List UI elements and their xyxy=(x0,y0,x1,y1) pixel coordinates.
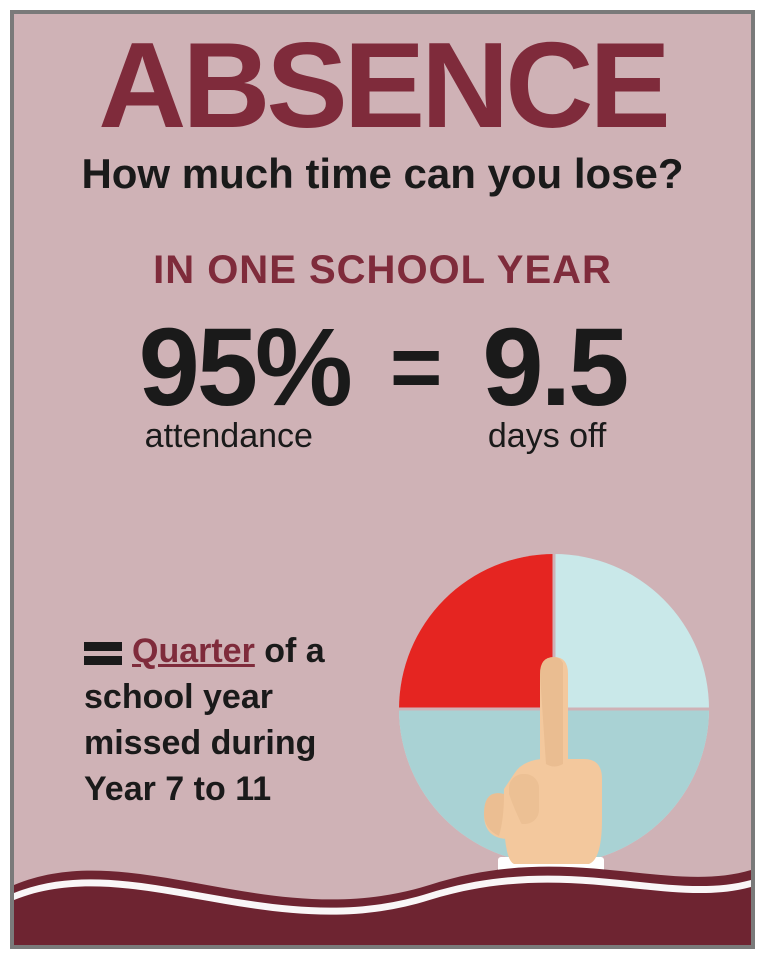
title: ABSENCE xyxy=(14,24,751,146)
stat-attendance: 95% attendance xyxy=(139,313,350,456)
stat-days-off: 9.5 days off xyxy=(482,313,626,456)
stat-days-label: days off xyxy=(482,417,626,456)
poster: ABSENCE How much time can you lose? IN O… xyxy=(10,10,755,949)
equals-sign: = xyxy=(390,323,443,413)
quarter-text: Quarter of a school year missed during Y… xyxy=(84,629,364,813)
equals-icon xyxy=(84,637,122,670)
section-label: IN ONE SCHOOL YEAR xyxy=(14,248,751,293)
quarter-word: Quarter xyxy=(132,632,255,670)
stat-attendance-value: 95% xyxy=(139,313,350,423)
stat-row: 95% attendance = 9.5 days off xyxy=(14,313,751,456)
stat-days-value: 9.5 xyxy=(482,313,626,423)
bottom-wave xyxy=(14,825,751,945)
subtitle: How much time can you lose? xyxy=(14,150,751,198)
